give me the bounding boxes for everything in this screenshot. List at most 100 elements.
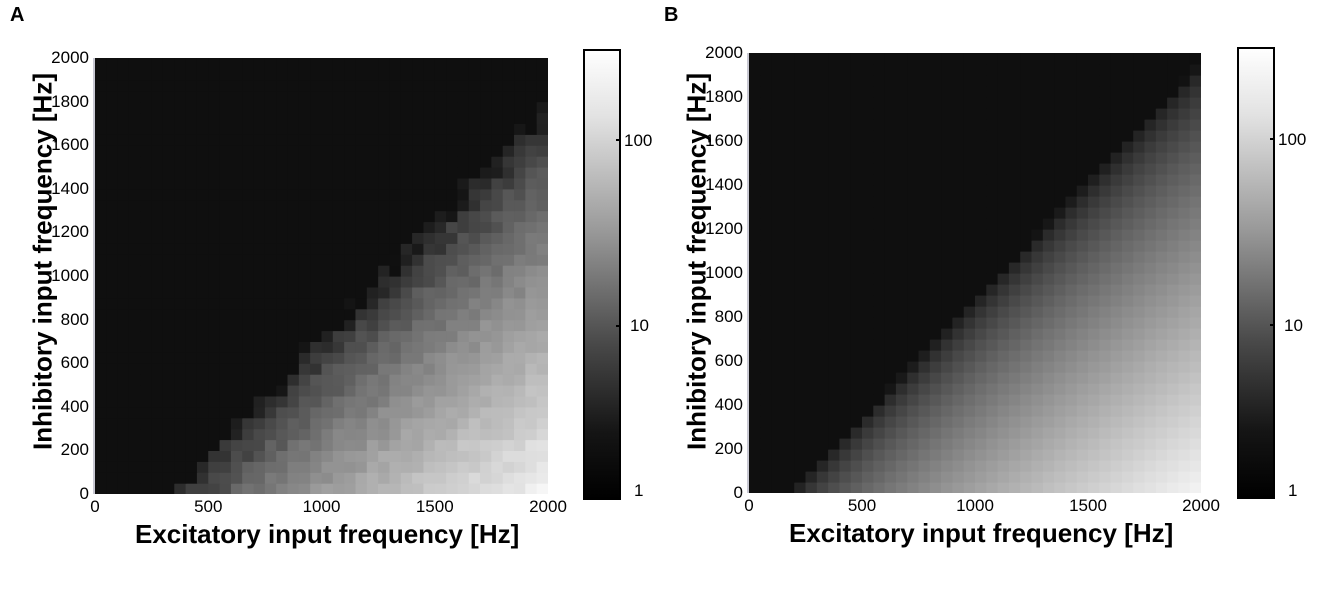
heatmap-cell <box>117 439 130 451</box>
heatmap-cell <box>151 101 164 114</box>
heatmap-cell <box>1088 394 1100 406</box>
heatmap-cell <box>412 385 425 397</box>
heatmap-cell <box>128 156 141 168</box>
heatmap-cell <box>828 306 840 318</box>
heatmap-cell <box>1031 229 1044 241</box>
heatmap-cell <box>1144 218 1157 230</box>
heatmap-cell <box>839 196 852 208</box>
heatmap-cell <box>174 112 187 124</box>
heatmap-cell <box>446 439 458 451</box>
heatmap-cell <box>536 156 548 168</box>
heatmap-cell <box>1189 317 1201 329</box>
heatmap-cell <box>771 482 784 493</box>
heatmap-cell <box>873 174 886 186</box>
heatmap-cell <box>1020 372 1033 384</box>
heatmap-cell <box>264 406 277 419</box>
heatmap-cell <box>828 108 840 120</box>
heatmap-cell <box>174 79 187 92</box>
heatmap-cell <box>196 472 209 484</box>
heatmap-cell <box>1155 207 1168 219</box>
heatmap-cell <box>1020 405 1033 417</box>
heatmap-cell <box>918 218 931 230</box>
heatmap-cell <box>760 97 773 109</box>
heatmap-cell <box>106 472 119 484</box>
heatmap-cell <box>1110 295 1123 307</box>
heatmap-cell <box>412 134 425 146</box>
heatmap-cell <box>366 341 379 353</box>
heatmap-cell <box>423 450 436 462</box>
heatmap-cell <box>514 483 526 494</box>
heatmap-cell <box>491 221 504 233</box>
heatmap-cell <box>344 461 357 473</box>
heatmap-cell <box>907 361 920 373</box>
heatmap-cell <box>1008 262 1021 274</box>
heatmap-cell <box>95 319 107 332</box>
heatmap-cell <box>1054 53 1066 65</box>
heatmap-cell <box>884 207 897 219</box>
heatmap-cell <box>839 141 852 153</box>
heatmap-cell <box>230 243 243 255</box>
heatmap-cell <box>1008 53 1021 65</box>
heatmap-cell <box>1088 405 1100 417</box>
heatmap-cell <box>884 350 897 362</box>
heatmap-cell <box>117 123 130 135</box>
heatmap-cell <box>242 417 255 430</box>
heatmap-cell <box>344 319 357 332</box>
heatmap-cell <box>264 79 277 92</box>
heatmap-cell <box>332 319 345 332</box>
heatmap-cell <box>344 188 357 201</box>
heatmap-cell <box>434 297 447 310</box>
heatmap-cell <box>782 284 795 296</box>
heatmap-cell <box>975 350 987 362</box>
heatmap-cell <box>1008 218 1021 230</box>
heatmap-cell <box>862 229 874 241</box>
heatmap-cell <box>434 254 447 266</box>
heatmap-cell <box>446 156 458 168</box>
heatmap-cell <box>1110 262 1123 274</box>
heatmap-cell <box>805 207 818 219</box>
heatmap-cell <box>782 273 795 285</box>
heatmap-cell <box>1076 416 1089 428</box>
heatmap-cell <box>140 439 153 451</box>
heatmap-cell <box>525 461 538 473</box>
heatmap-cell <box>264 417 277 430</box>
heatmap-cell <box>1133 196 1146 208</box>
heatmap-cell <box>106 265 119 277</box>
heatmap-cell <box>378 199 391 212</box>
heatmap-cell <box>963 130 976 142</box>
heatmap-cell <box>1008 185 1021 197</box>
heatmap-cell <box>434 156 447 168</box>
heatmap-cell <box>1054 207 1066 219</box>
heatmap-cell <box>400 417 413 430</box>
heatmap-cell <box>389 210 402 223</box>
heatmap-cell <box>760 262 773 274</box>
heatmap-cell <box>794 130 807 142</box>
heatmap-cell <box>1178 482 1191 493</box>
heatmap-cell <box>128 319 141 332</box>
heatmap-cell <box>95 134 107 146</box>
heatmap-cell <box>873 240 886 252</box>
heatmap-cell <box>1065 295 1078 307</box>
heatmap-cell <box>749 97 761 109</box>
heatmap-cell <box>941 141 953 153</box>
heatmap-cell <box>1189 449 1201 461</box>
heatmap-cell <box>208 406 221 419</box>
heatmap-cell <box>514 167 526 179</box>
heatmap-cell <box>502 199 515 212</box>
heatmap-cell <box>1031 438 1044 450</box>
heatmap-cell <box>491 123 504 135</box>
heatmap-cell <box>1178 119 1191 131</box>
heatmap-cell <box>975 64 987 76</box>
heatmap-cell <box>287 167 300 179</box>
heatmap-cell <box>907 75 920 87</box>
heatmap-cell <box>941 460 953 472</box>
heatmap-cell <box>1099 174 1112 186</box>
heatmap-cell <box>771 207 784 219</box>
heatmap-cell <box>1031 405 1044 417</box>
heatmap-cell <box>480 123 492 135</box>
heatmap-cell <box>95 156 107 168</box>
heatmap-cell <box>1099 339 1112 351</box>
heatmap-cell <box>884 306 897 318</box>
heatmap-cell <box>828 75 840 87</box>
heatmap-cell <box>366 134 379 146</box>
